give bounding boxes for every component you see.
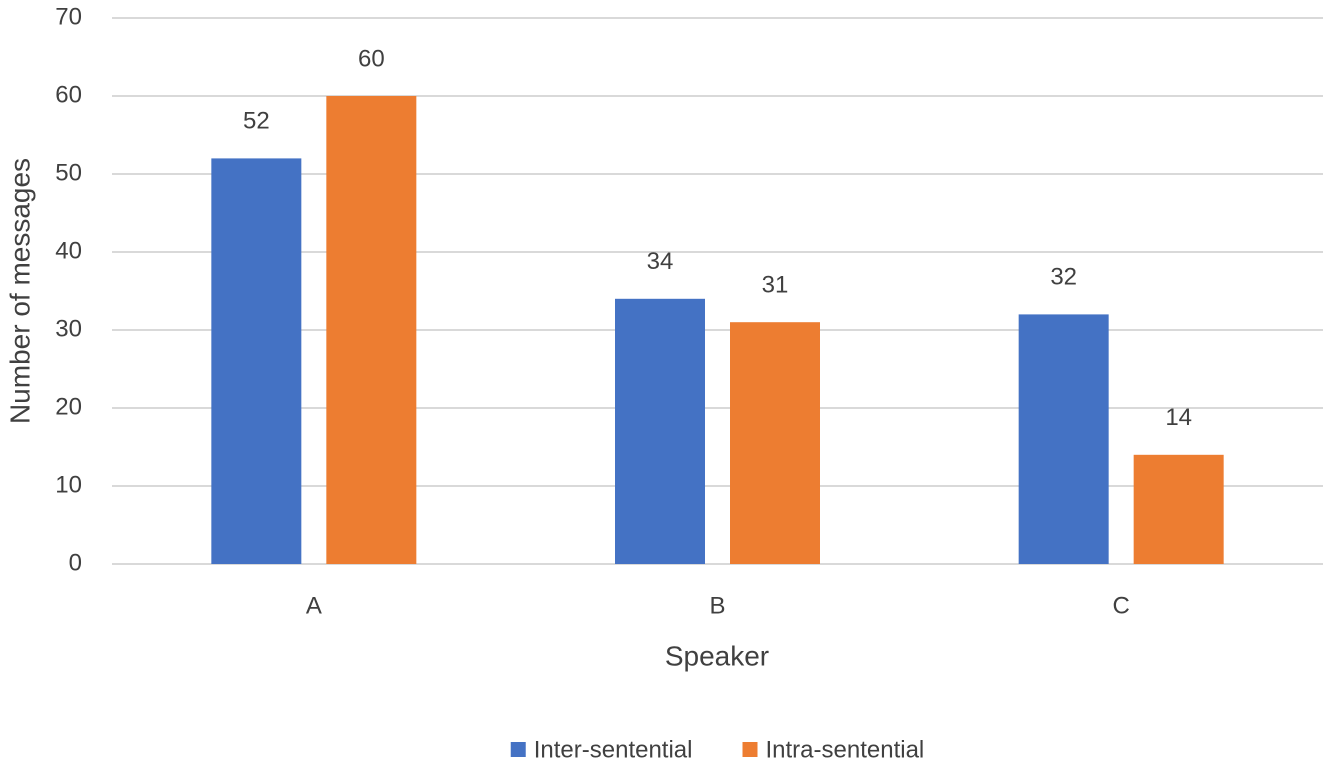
- y-tick-label: 30: [55, 315, 82, 342]
- bar: [326, 96, 417, 564]
- legend-label: Inter-sentential: [534, 736, 693, 763]
- y-tick-label: 20: [55, 393, 82, 420]
- x-tick-label: C: [1112, 592, 1129, 619]
- bar: [730, 322, 820, 564]
- y-tick-label: 50: [55, 159, 82, 186]
- legend-swatch: [742, 742, 758, 757]
- x-tick-label: A: [306, 592, 322, 619]
- bar: [1133, 454, 1224, 564]
- data-label: 32: [1050, 264, 1077, 291]
- x-tick-label: B: [709, 592, 725, 619]
- y-tick-label: 0: [69, 549, 82, 576]
- y-tick-label: 10: [55, 471, 82, 498]
- x-axis-title: Speaker: [665, 640, 769, 671]
- data-label: 14: [1165, 404, 1192, 431]
- bar: [615, 298, 705, 564]
- data-label: 34: [647, 248, 674, 275]
- legend-label: Intra-sentential: [766, 736, 925, 763]
- data-label: 60: [358, 45, 385, 72]
- data-label: 52: [243, 108, 270, 135]
- y-tick-label: 70: [55, 3, 82, 30]
- bar: [211, 158, 302, 564]
- y-tick-label: 40: [55, 237, 82, 264]
- data-label: 31: [762, 272, 789, 299]
- legend-swatch: [510, 742, 526, 757]
- y-tick-label: 60: [55, 81, 82, 108]
- y-axis-title: Number of messages: [4, 158, 35, 424]
- bar: [1018, 314, 1109, 564]
